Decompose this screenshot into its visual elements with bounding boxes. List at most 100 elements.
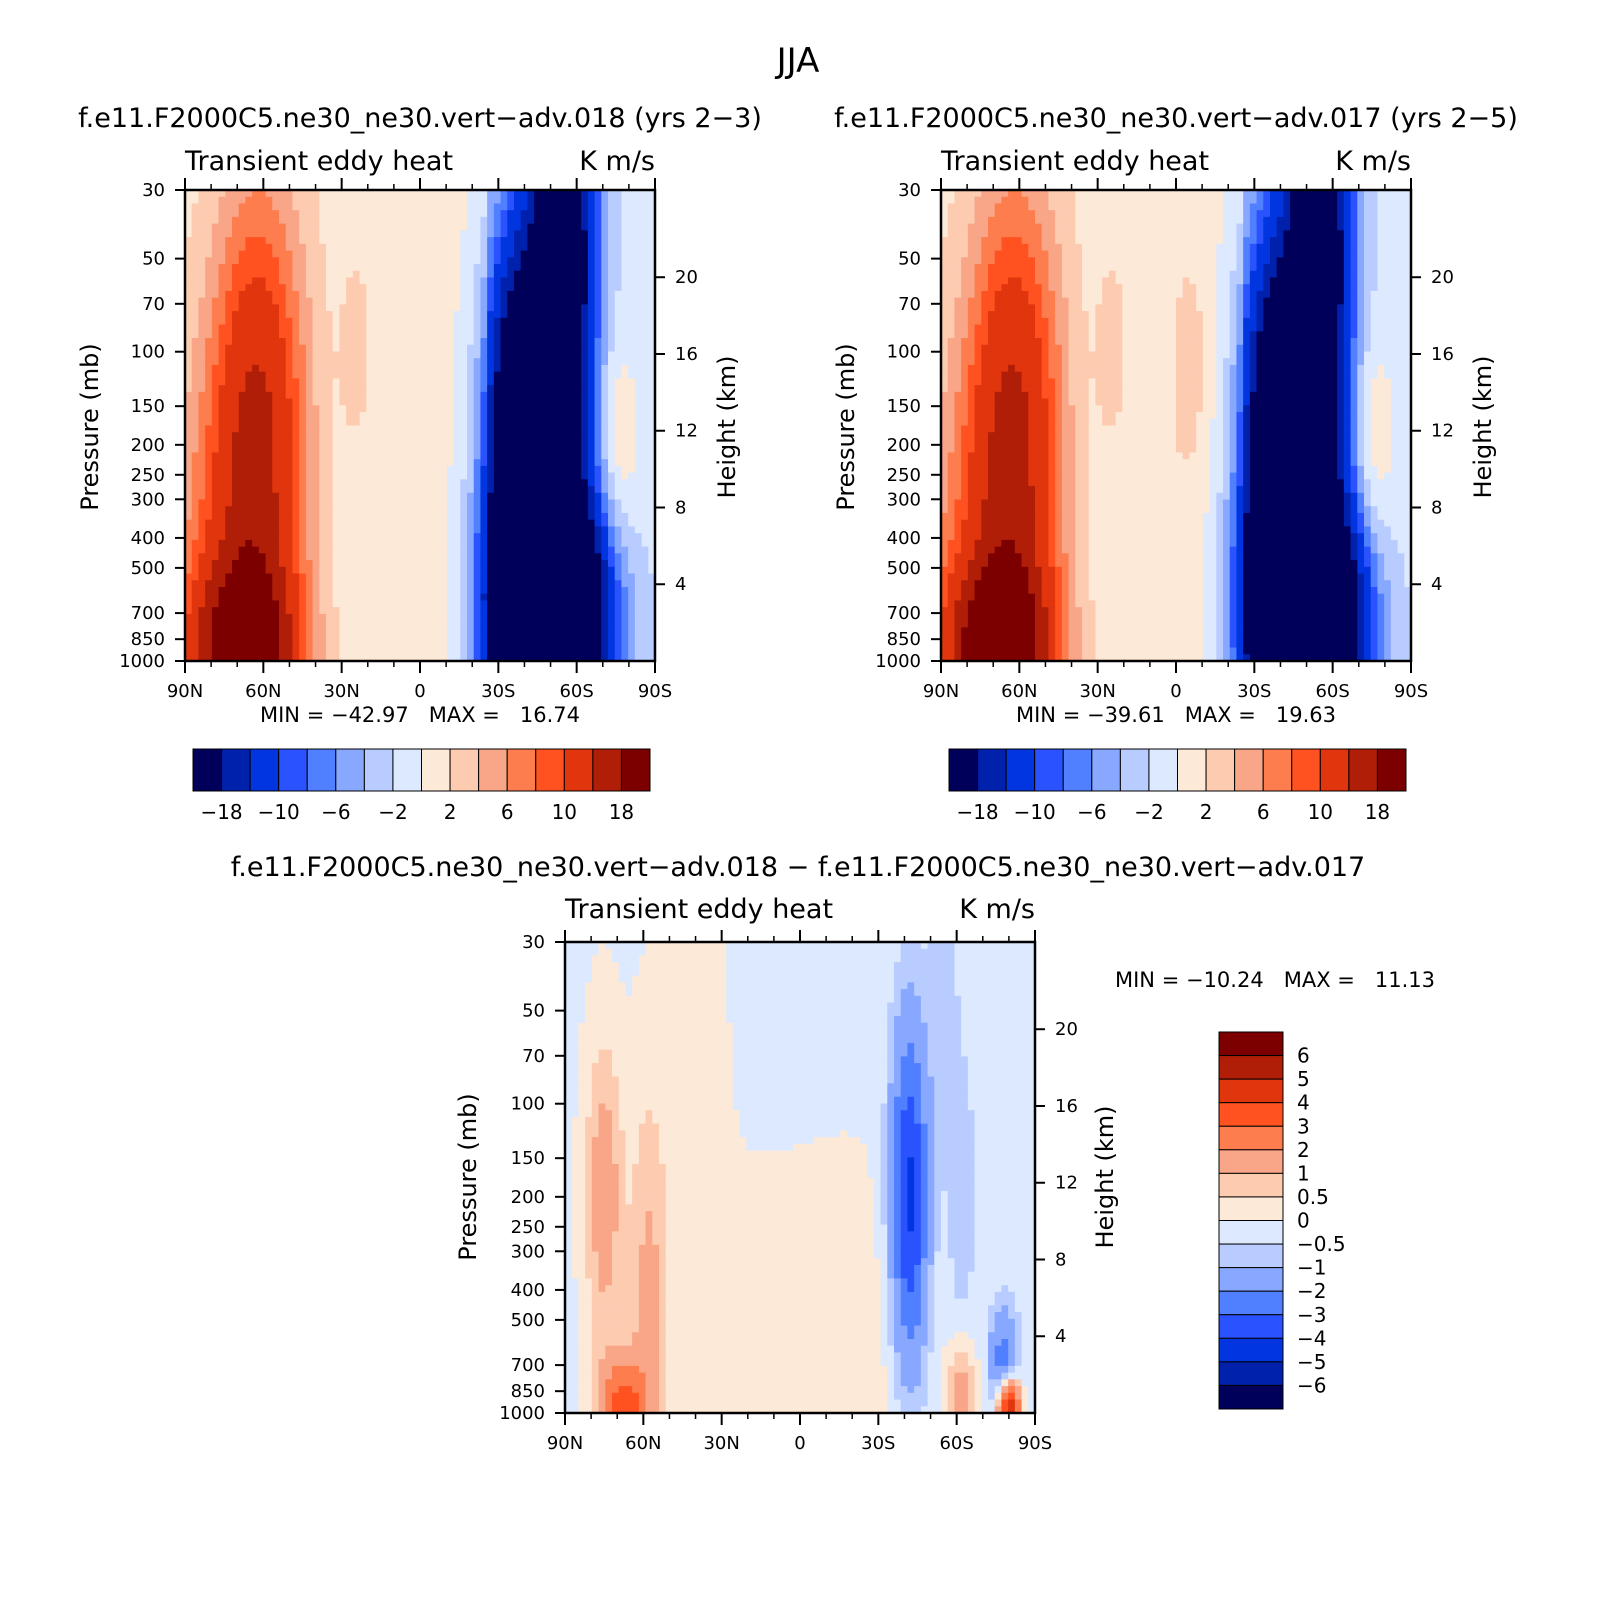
- field-cell: [541, 345, 548, 352]
- field-cell: [219, 291, 226, 298]
- field-cell: [554, 358, 561, 365]
- field-cell: [232, 244, 239, 251]
- field-cell: [319, 526, 326, 533]
- field-cell: [326, 520, 333, 527]
- field-cell: [306, 641, 313, 648]
- field-cell: [259, 251, 266, 258]
- field-cell: [433, 426, 440, 433]
- field-cell: [615, 446, 622, 453]
- field-cell: [554, 251, 561, 258]
- field-cell: [514, 304, 521, 311]
- field-cell: [353, 600, 360, 607]
- field-cell: [561, 547, 568, 554]
- field-cell: [232, 607, 239, 614]
- y-tick-label: 700: [131, 603, 165, 624]
- field-cell: [400, 439, 407, 446]
- field-cell: [266, 607, 273, 614]
- field-cell: [588, 580, 595, 587]
- field-cell: [454, 412, 461, 419]
- field-cell: [339, 210, 346, 217]
- field-cell: [501, 466, 508, 473]
- field-cell: [299, 210, 306, 217]
- field-cell: [373, 513, 380, 520]
- field-cell: [279, 284, 286, 291]
- field-cell: [339, 318, 346, 325]
- field-cell: [554, 311, 561, 318]
- field-cell: [353, 493, 360, 500]
- field-cell: [501, 493, 508, 500]
- field-cell: [413, 506, 420, 513]
- field-cell: [521, 452, 528, 459]
- field-cell: [272, 493, 279, 500]
- field-cell: [581, 641, 588, 648]
- field-cell: [252, 641, 259, 648]
- field-cell: [501, 520, 508, 527]
- field-cell: [642, 358, 649, 365]
- field-cell: [427, 318, 434, 325]
- field-cell: [595, 385, 602, 392]
- field-cell: [192, 432, 199, 439]
- field-cell: [433, 627, 440, 634]
- field-cell: [433, 358, 440, 365]
- field-cell: [299, 526, 306, 533]
- field-cell: [413, 385, 420, 392]
- field-cell: [333, 520, 340, 527]
- field-cell: [225, 412, 232, 419]
- field-cell: [407, 318, 414, 325]
- field-cell: [467, 351, 474, 358]
- field-cell: [595, 365, 602, 372]
- field-cell: [467, 197, 474, 204]
- field-cell: [554, 513, 561, 520]
- field-cell: [467, 426, 474, 433]
- field-cell: [595, 230, 602, 237]
- field-cell: [440, 217, 447, 224]
- field-cell: [299, 594, 306, 601]
- y2-tick-label: 8: [675, 497, 686, 518]
- field-cell: [346, 304, 353, 311]
- field-cell: [339, 540, 346, 547]
- field-cell: [225, 351, 232, 358]
- field-cell: [313, 318, 320, 325]
- field-cell: [219, 452, 226, 459]
- field-cell: [306, 627, 313, 634]
- field-cell: [554, 540, 561, 547]
- field-cell: [621, 197, 628, 204]
- field-cell: [480, 574, 487, 581]
- field-cell: [527, 520, 534, 527]
- field-cell: [326, 224, 333, 231]
- field-cell: [507, 587, 514, 594]
- field-cell: [353, 331, 360, 338]
- field-cell: [514, 291, 521, 298]
- field-cell: [326, 291, 333, 298]
- field-cell: [272, 634, 279, 641]
- field-cell: [548, 553, 555, 560]
- field-cell: [239, 459, 246, 466]
- field-cell: [501, 473, 508, 480]
- field-cell: [501, 298, 508, 305]
- field-cell: [192, 574, 199, 581]
- field-cell: [400, 351, 407, 358]
- field-cell: [501, 237, 508, 244]
- field-cell: [514, 399, 521, 406]
- field-cell: [306, 452, 313, 459]
- field-cell: [541, 392, 548, 399]
- field-cell: [447, 419, 454, 426]
- field-cell: [292, 277, 299, 284]
- field-cell: [494, 351, 501, 358]
- field-cell: [407, 358, 414, 365]
- field-cell: [608, 244, 615, 251]
- field-cell: [494, 600, 501, 607]
- field-cell: [252, 325, 259, 332]
- field-cell: [480, 621, 487, 628]
- field-cell: [245, 264, 252, 271]
- field-cell: [487, 533, 494, 540]
- field-cell: [198, 641, 205, 648]
- field-cell: [608, 358, 615, 365]
- field-cell: [319, 432, 326, 439]
- field-cell: [514, 351, 521, 358]
- field-cell: [386, 641, 393, 648]
- field-cell: [454, 594, 461, 601]
- field-cell: [326, 479, 333, 486]
- field-cell: [454, 284, 461, 291]
- field-cell: [245, 614, 252, 621]
